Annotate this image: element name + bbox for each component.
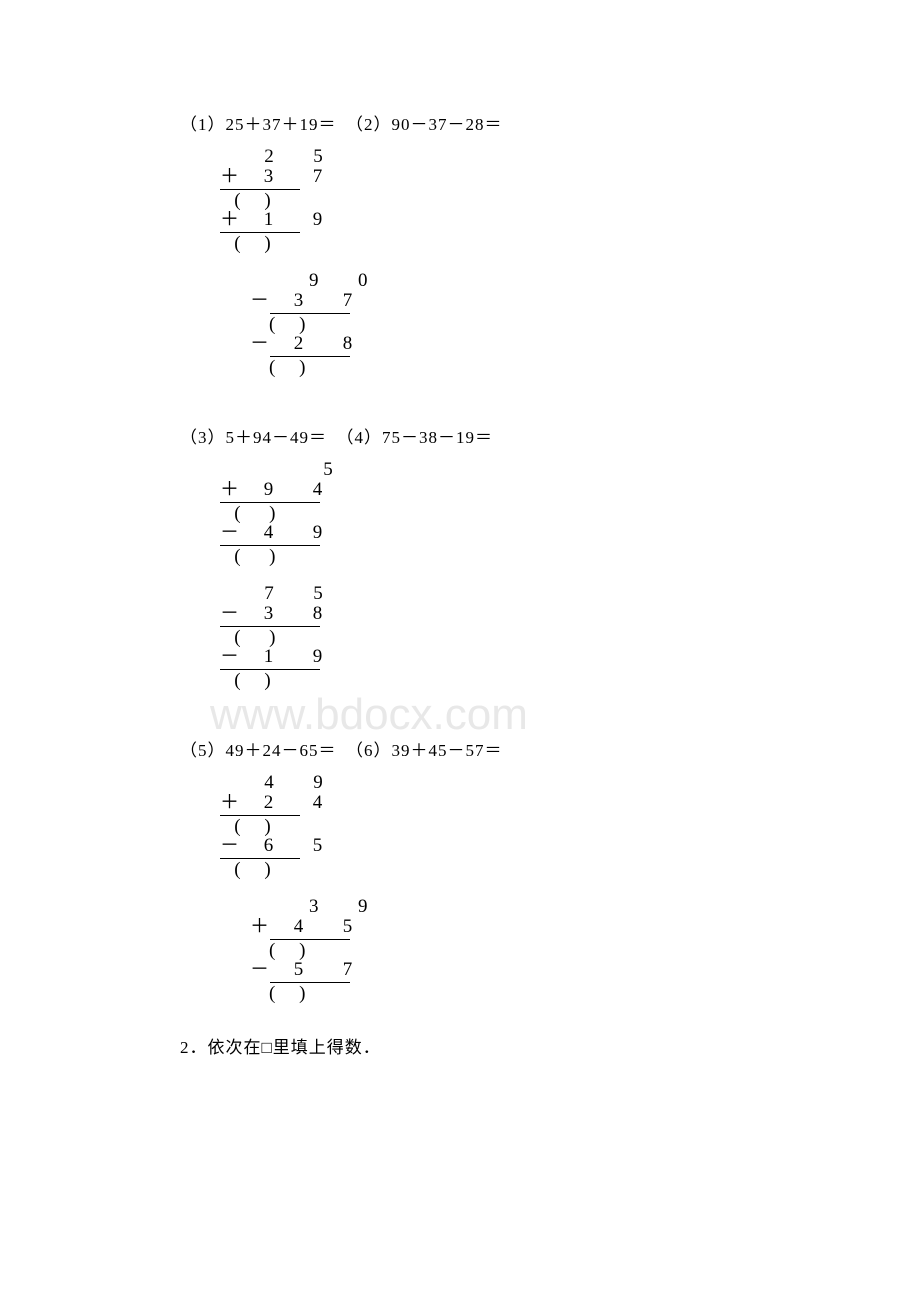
calc-paren: ( ) [220,548,740,566]
calc-row: 2 5 [220,147,740,167]
calc-row: － 6 5 [220,836,740,856]
calc-paren: ( ) [220,672,740,690]
calc-paren: ( ) [250,359,740,377]
calc-row: ＋ 2 4 [220,793,740,813]
calc-block-3b: 3 9 ＋ 4 5 ( ) － 5 7 ( ) [250,897,740,1003]
question-2: 2．依次在□里填上得数． [180,1033,740,1058]
calc-row: ＋ 3 7 [220,167,740,187]
calc-row: 3 9 [250,897,740,917]
calc-row: 4 9 [220,773,740,793]
calc-paren: ( ) [250,985,740,1003]
calc-row: － 3 7 [250,291,740,311]
calc-row: － 2 8 [250,334,740,354]
calc-row: 7 5 [220,584,740,604]
calc-row: ＋ 1 9 [220,210,740,230]
calc-row: 5 [220,460,740,480]
calc-paren: ( ) [220,861,740,879]
calc-paren: ( ) [220,505,740,523]
calc-row: － 3 8 [220,604,740,624]
calc-block-2b: 7 5 － 3 8 ( ) － 1 9 ( ) [220,584,740,690]
calc-block-1a: 2 5 ＋ 3 7 ( ) ＋ 1 9 ( ) [220,147,740,253]
document-content: （1）25＋37＋19＝ （2）90－37－28＝ 2 5 ＋ 3 7 ( ) … [180,110,740,1058]
calc-paren: ( ) [250,942,740,960]
calc-block-1b: 9 0 － 3 7 ( ) － 2 8 ( ) [250,271,740,377]
calc-row: － 5 7 [250,960,740,980]
calc-row: ＋ 4 5 [250,917,740,937]
calc-paren: ( ) [220,192,740,210]
calc-row: 9 0 [250,271,740,291]
calc-paren: ( ) [220,235,740,253]
calc-paren: ( ) [220,818,740,836]
problem-line-3: （5）49＋24－65＝ （6）39＋45－57＝ [180,736,740,761]
calc-block-2a: 5 ＋ 9 4 ( ) － 4 9 ( ) [220,460,740,566]
calc-paren: ( ) [250,316,740,334]
problem-line-2: （3）5＋94－49＝ （4）75－38－19＝ [180,423,740,448]
calc-row: － 1 9 [220,647,740,667]
calc-paren: ( ) [220,629,740,647]
problem-line-1: （1）25＋37＋19＝ （2）90－37－28＝ [180,110,740,135]
calc-block-3a: 4 9 ＋ 2 4 ( ) － 6 5 ( ) [220,773,740,879]
calc-row: ＋ 9 4 [220,480,740,500]
calc-row: － 4 9 [220,523,740,543]
